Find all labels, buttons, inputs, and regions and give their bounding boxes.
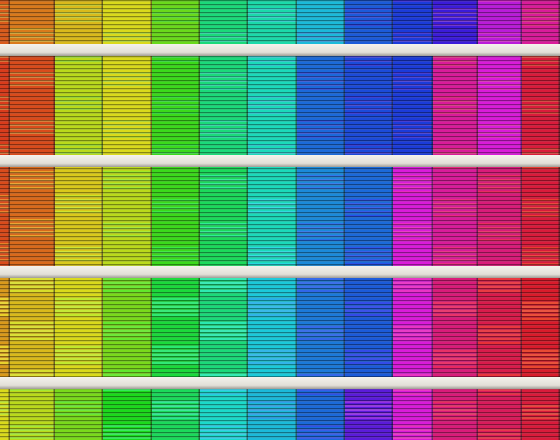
floor-slabs <box>0 44 560 389</box>
floor-slab <box>0 155 560 167</box>
floor-slab <box>0 377 560 389</box>
floor-slab <box>0 44 560 56</box>
floor-slab <box>0 266 560 278</box>
